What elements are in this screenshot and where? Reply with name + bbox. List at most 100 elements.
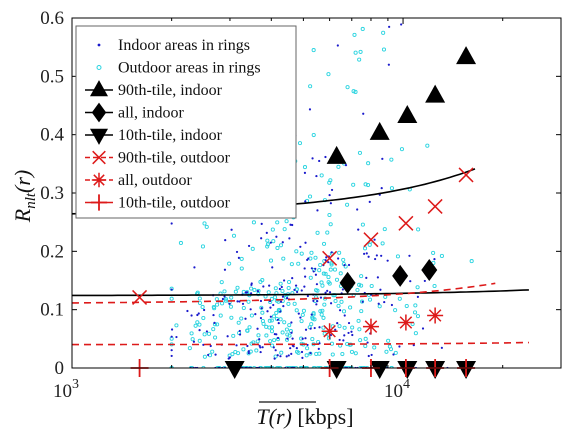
outdoor-point	[282, 227, 287, 232]
outdoor-point	[250, 246, 255, 251]
series-3-point	[458, 167, 474, 183]
outdoor-point	[309, 322, 314, 327]
outdoor-point	[369, 283, 374, 289]
indoor-point	[238, 333, 242, 336]
indoor-point	[386, 259, 389, 262]
indoor-point	[366, 341, 369, 344]
indoor-point	[192, 340, 196, 343]
outdoor-point	[266, 290, 271, 295]
indoor-point	[186, 309, 189, 313]
indoor-point	[329, 202, 332, 205]
outdoor-point	[338, 271, 343, 276]
outdoor-point	[231, 233, 237, 238]
outdoor-point	[272, 338, 277, 343]
indoor-point	[309, 351, 312, 355]
outdoor-point	[275, 245, 280, 251]
series-0-point	[326, 145, 347, 164]
indoor-point	[304, 275, 307, 278]
outdoor-point	[228, 304, 233, 309]
outdoor-point	[270, 343, 275, 348]
outdoor-point	[313, 255, 318, 260]
outdoor-point	[320, 308, 325, 313]
outdoor-point	[336, 164, 341, 169]
indoor-point	[258, 338, 261, 341]
outdoor-point	[284, 327, 289, 332]
outdoor-point	[189, 331, 194, 336]
indoor-point	[380, 254, 383, 257]
outdoor-point	[273, 286, 278, 291]
outdoor-point	[359, 283, 364, 288]
outdoor-point	[381, 47, 387, 52]
outdoor-point	[326, 280, 331, 285]
indoor-point	[311, 157, 314, 160]
outdoor-point	[334, 277, 340, 282]
indoor-point	[377, 302, 380, 305]
outdoor-point	[271, 239, 276, 244]
outdoor-point	[261, 321, 266, 326]
indoor-point	[235, 250, 239, 254]
indoor-point	[205, 330, 209, 333]
outdoor-point	[268, 339, 273, 344]
indoor-point	[356, 208, 359, 211]
fit-line-outdoor-all	[72, 341, 529, 346]
outdoor-point	[308, 84, 313, 89]
outdoor-point	[285, 332, 290, 337]
outdoor-point	[305, 346, 310, 351]
y-axis-label-tail: (r)	[10, 170, 35, 193]
outdoor-point	[272, 295, 278, 300]
outdoor-point	[350, 325, 355, 330]
legend-label: all, indoor	[118, 105, 184, 122]
outdoor-point	[299, 319, 304, 324]
outdoor-point	[322, 302, 327, 307]
outdoor-point	[211, 304, 216, 310]
outdoor-point	[351, 182, 356, 187]
indoor-point	[209, 344, 212, 348]
outdoor-point	[269, 318, 274, 323]
indoor-point	[343, 334, 346, 337]
legend-label: 90th-tile, indoor	[118, 82, 223, 99]
outdoor-point	[201, 315, 206, 321]
indoor-point	[301, 356, 304, 359]
indoor-point	[262, 285, 265, 288]
legend-marker	[91, 102, 107, 123]
indoor-point	[203, 308, 206, 312]
outdoor-point	[236, 351, 241, 356]
outdoor-point	[197, 300, 203, 306]
indoor-point	[416, 295, 419, 298]
indoor-point	[272, 346, 275, 349]
indoor-point	[175, 335, 178, 339]
indoor-point	[286, 337, 289, 340]
outdoor-point	[197, 322, 202, 327]
indoor-point	[290, 352, 293, 355]
indoor-point	[304, 328, 308, 331]
series-3-point	[363, 232, 379, 248]
outdoor-point	[255, 339, 260, 344]
legend: Indoor areas in rings Outdoor areas in ri…	[75, 25, 297, 219]
indoor-point	[392, 353, 395, 356]
series-3-point	[398, 215, 414, 231]
outdoor-point	[251, 220, 256, 225]
indoor-point	[269, 315, 272, 318]
outdoor-point	[382, 227, 387, 232]
y-tick-label: 0.6	[40, 8, 64, 29]
indoor-point	[269, 241, 272, 244]
indoor-point	[390, 303, 394, 307]
indoor-point	[214, 353, 217, 356]
outdoor-point	[223, 297, 229, 302]
outdoor-point	[321, 241, 327, 246]
outdoor-point	[190, 337, 195, 342]
outdoor-point	[360, 222, 365, 227]
outdoor-point	[281, 256, 286, 261]
indoor-point	[363, 252, 366, 255]
outdoor-point	[301, 308, 306, 313]
outdoor-point	[233, 289, 238, 294]
outdoor-point	[278, 243, 284, 248]
indoor-point	[341, 288, 344, 291]
indoor-point	[314, 273, 318, 276]
x-axis-label-unit: [kbps]	[292, 404, 354, 429]
indoor-point	[297, 312, 300, 315]
outdoor-point	[323, 271, 328, 276]
series-2-point	[369, 361, 390, 379]
